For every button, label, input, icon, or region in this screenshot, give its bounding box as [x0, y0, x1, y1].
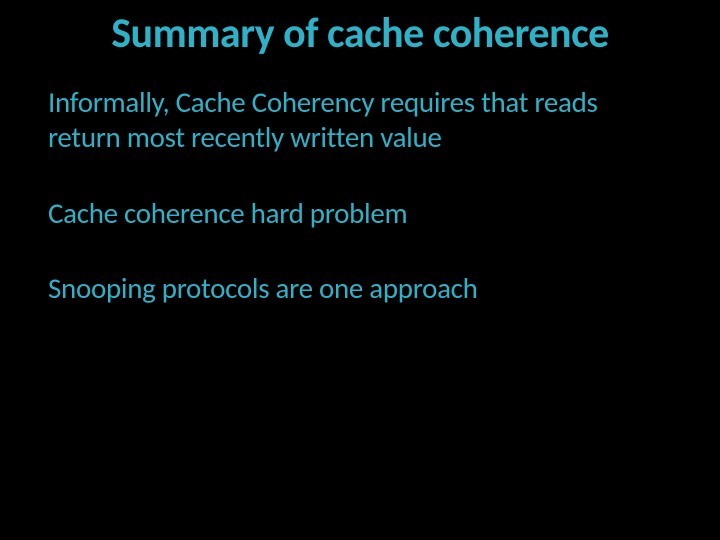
body-paragraph-3: Snooping protocols are one approach	[48, 271, 672, 306]
slide-container: Summary of cache coherence Informally, C…	[0, 0, 720, 540]
slide-title: Summary of cache coherence	[48, 8, 672, 59]
body-paragraph-1: Informally, Cache Coherency requires tha…	[48, 85, 672, 156]
body-paragraph-2: Cache coherence hard problem	[48, 196, 672, 231]
